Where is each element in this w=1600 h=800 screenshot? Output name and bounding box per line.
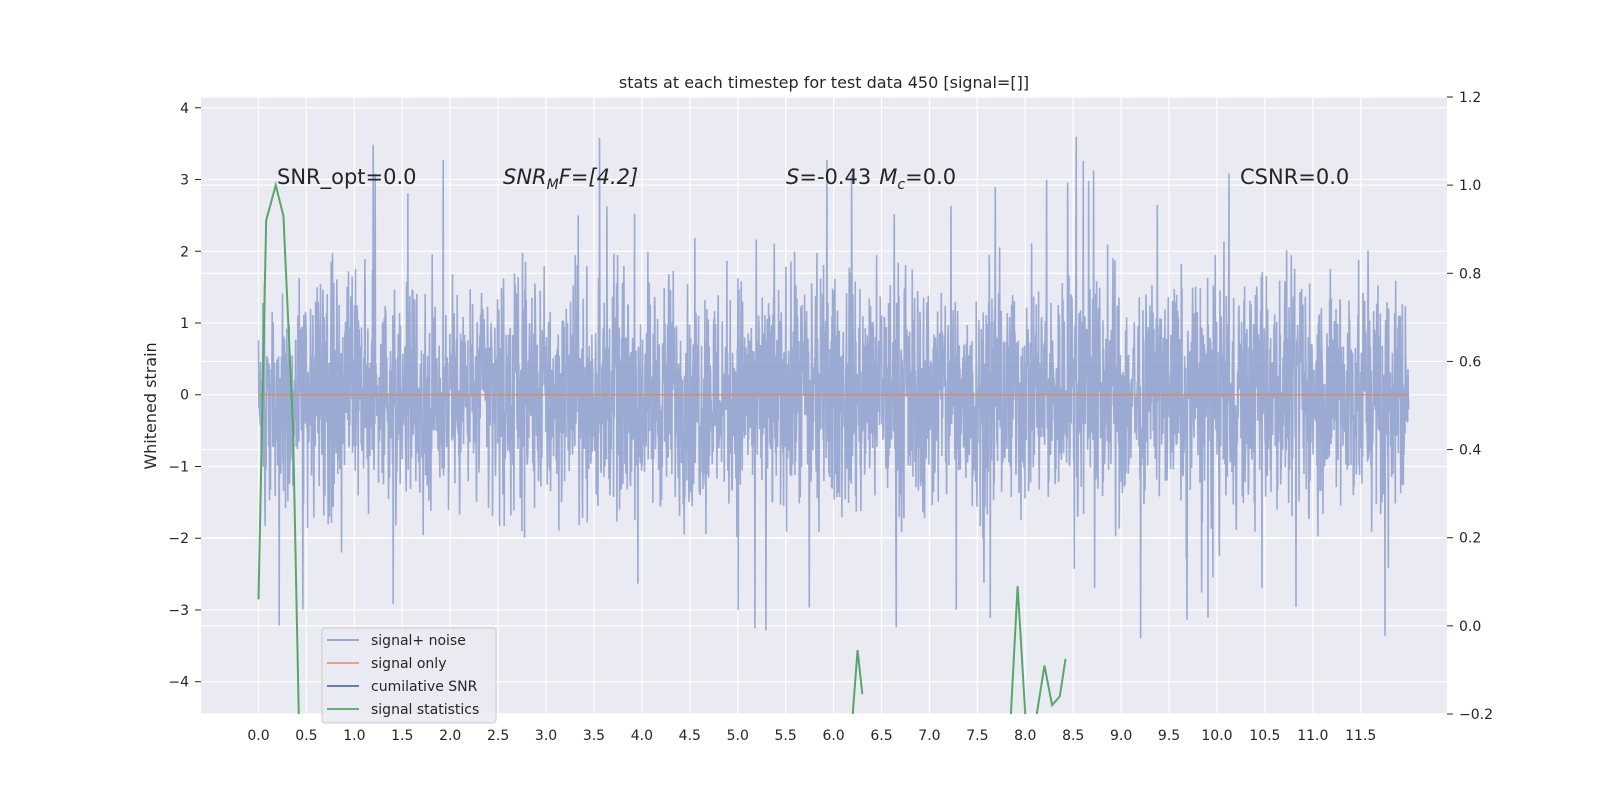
mc-sub: c [897,177,905,193]
annotation-csnr: CSNR=0.0 [1240,165,1349,189]
y-axis-ticks: 4 3 2 1 0 −1 −2 −3 −4 [168,101,201,691]
x-tick-label: 8.5 [1062,728,1084,744]
series-line-signal-noise [257,136,1410,639]
snr-mf-rest: F=[4.2] [559,165,638,189]
y2-tick-label: −0.2 [1459,707,1493,723]
y2-tick-label: 0.0 [1459,619,1481,635]
x-tick-label: 1.0 [343,728,365,744]
y-axis-label: Whitened strain [141,342,160,469]
x-tick-label: 10.5 [1249,728,1280,744]
y2-tick-label: 0.4 [1459,443,1481,459]
x-tick-label: 8.0 [1014,728,1036,744]
chart-title: stats at each timestep for test data 450… [619,73,1029,92]
x-tick-label: 3.5 [583,728,605,744]
signal-statistics-segment [257,181,300,714]
y-tick-label: 0 [180,388,189,404]
mc-value: =0.0 [905,165,956,189]
legend-label-signal-only: signal only [371,656,446,672]
y2-tick-label: 0.2 [1459,531,1481,547]
y-tick-label: 1 [180,316,189,332]
y-tick-label: −3 [168,603,189,619]
x-tick-label: 5.5 [775,728,797,744]
y2-axis-ticks: 1.2 1.0 0.8 0.6 0.4 0.2 0.0 −0.2 [1447,90,1493,723]
x-tick-label: 0.0 [247,728,269,744]
x-tick-label: 10.0 [1201,728,1232,744]
x-tick-label: 6.0 [822,728,844,744]
x-tick-label: 1.5 [391,728,413,744]
y-tick-label: −2 [168,531,189,547]
x-tick-label: 7.5 [966,728,988,744]
legend-box [321,627,497,724]
s-value: =-0.43 [799,165,871,189]
x-tick-label: 4.5 [679,728,701,744]
signal-statistics-segment [1035,658,1067,714]
x-tick-label: 11.0 [1297,728,1328,744]
signal-statistics-segment [1009,586,1027,714]
snr-mf-sub: M [547,177,559,193]
y2-tick-label: 1.2 [1459,90,1481,106]
legend: signal+ noise signal only cumilative SNR… [321,627,497,724]
x-tick-label: 3.0 [535,728,557,744]
legend-label-signal-statistics: signal statistics [371,702,479,718]
signal-statistics-segment [851,649,864,714]
x-tick-label: 6.5 [870,728,892,744]
s-name: S [786,165,799,189]
x-axis-ticks: 0.0 0.5 1.0 1.5 2.0 2.5 3.0 3.5 4.0 4.5 5.0 5.5 6.0 6… [247,728,1376,744]
y2-tick-label: 1.0 [1459,178,1481,194]
x-tick-label: 9.0 [1110,728,1132,744]
series-signal-statistics [257,181,1067,714]
x-tick-label: 7.0 [918,728,940,744]
y2-tick-label: 0.6 [1459,354,1481,370]
y-tick-label: −4 [168,675,189,691]
mc-name: M [879,165,897,189]
x-tick-label: 4.0 [631,728,653,744]
y-tick-label: 2 [180,244,189,260]
y2-tick-label: 0.8 [1459,266,1481,282]
annotation-snr-mf: SNRMF=[4.2] [503,165,638,193]
x-tick-label: 11.5 [1345,728,1376,744]
y-tick-label: 4 [180,101,189,117]
x-tick-label: 2.5 [487,728,509,744]
annotation-snr-opt: SNR_opt=0.0 [277,165,417,190]
x-tick-label: 2.0 [439,728,461,744]
x-tick-label: 9.5 [1158,728,1180,744]
legend-label-cumilative-snr: cumilative SNR [371,679,478,695]
legend-label-signal-noise: signal+ noise [371,633,466,649]
x-tick-label: 5.0 [727,728,749,744]
x-tick-label: 0.5 [295,728,317,744]
y-tick-label: −1 [168,459,189,475]
snr-mf-base: SNR [503,165,547,189]
y-tick-label: 3 [180,173,189,189]
annotation-s-mc: S=-0.43 Mc=0.0 [786,165,956,193]
